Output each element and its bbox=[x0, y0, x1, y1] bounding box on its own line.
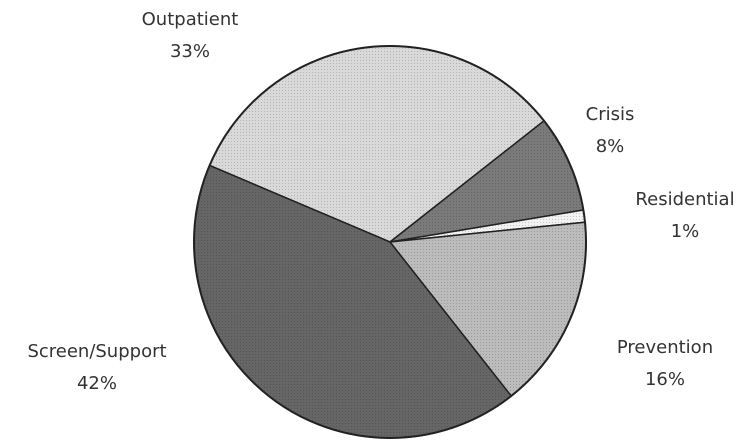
slice-value-label: 8% bbox=[596, 136, 625, 157]
slice-texture bbox=[390, 209, 585, 242]
slice-texture bbox=[390, 222, 586, 397]
slice-value-label: 33% bbox=[170, 41, 210, 62]
slice-label: Outpatient bbox=[142, 9, 239, 30]
slice-texture bbox=[390, 120, 584, 242]
pie-outline bbox=[193, 45, 587, 439]
slice-value-label: 1% bbox=[671, 221, 700, 242]
slice-label: Crisis bbox=[586, 104, 635, 125]
slice-label: Screen/Support bbox=[27, 341, 166, 362]
slice-value-label: 42% bbox=[77, 373, 117, 394]
slice-label: Residential bbox=[635, 189, 734, 210]
slice-value-label: 16% bbox=[645, 369, 685, 390]
slice-texture bbox=[209, 45, 545, 243]
slice-texture bbox=[194, 165, 512, 438]
slice-label: Prevention bbox=[617, 337, 713, 358]
